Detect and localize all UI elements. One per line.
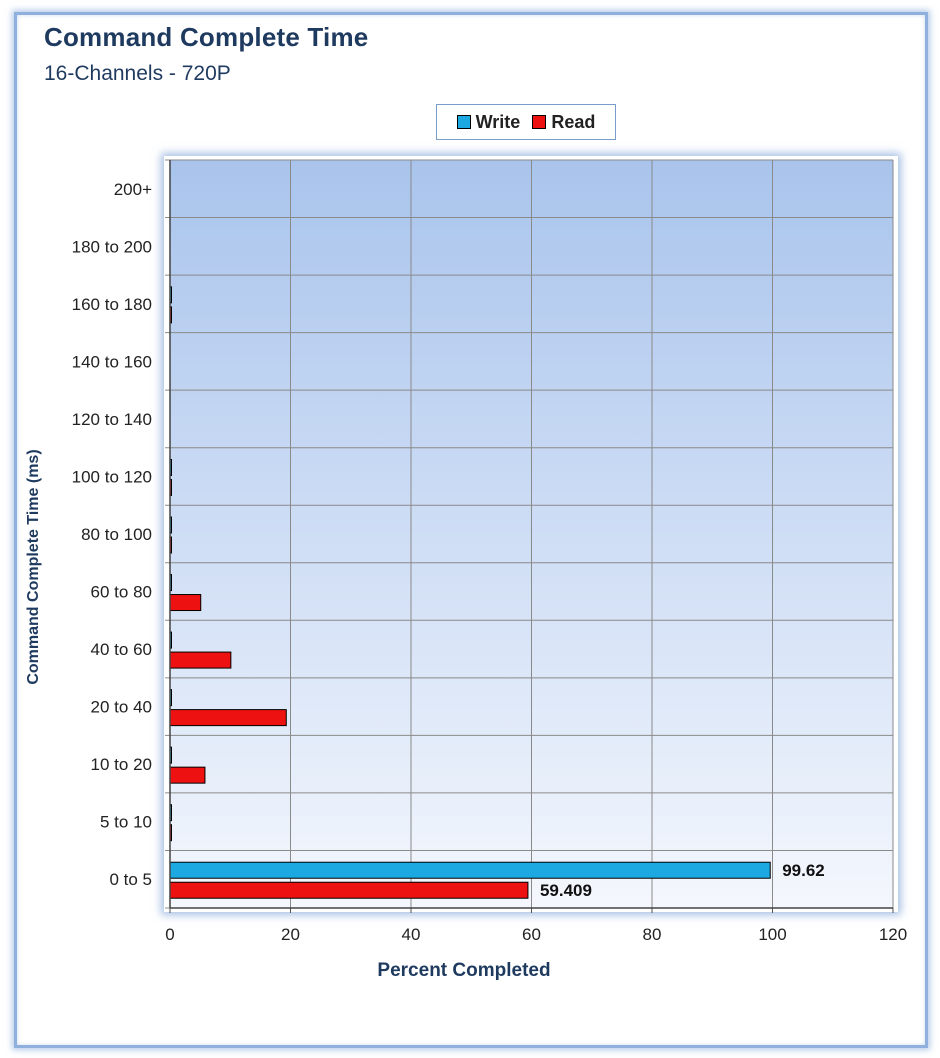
x-tick-label: 20 <box>281 925 300 944</box>
x-tick-label: 60 <box>522 925 541 944</box>
legend-label-read: Read <box>551 111 596 132</box>
axes <box>169 160 894 913</box>
x-tick-label: 40 <box>402 925 421 944</box>
bar-write-1 <box>169 861 771 879</box>
bar-read-1 <box>169 881 529 899</box>
y-axis-title: Command Complete Time (ms) <box>25 449 42 685</box>
bar-read-6 <box>169 594 202 612</box>
y-tick-label: 60 to 80 <box>91 583 152 602</box>
bar-read-5 <box>169 651 232 669</box>
y-tick-label: 10 to 20 <box>91 755 152 774</box>
y-tick-label: 200+ <box>114 180 152 199</box>
legend-item-read: Read <box>532 112 595 133</box>
chart-title: Command Complete Time <box>44 22 369 52</box>
y-tick-label: 5 to 10 <box>100 813 152 832</box>
y-tick-label: 140 to 160 <box>72 352 152 371</box>
x-axis-title: Percent Completed <box>377 960 551 981</box>
bar-read-4 <box>169 709 287 727</box>
y-tick-label: 160 to 180 <box>72 295 152 314</box>
legend-label-write: Write <box>475 111 521 132</box>
legend-swatch-read <box>532 115 547 129</box>
y-tick-label: 180 to 200 <box>72 237 152 256</box>
data-label-write: 99.62 <box>782 861 825 880</box>
x-tick-label: 0 <box>165 925 174 944</box>
chart-subtitle: 16-Channels - 720P <box>44 62 231 85</box>
data-label-read: 59.409 <box>540 881 592 900</box>
x-tick-label: 80 <box>643 925 662 944</box>
y-tick-label: 40 to 60 <box>91 640 152 659</box>
y-tick-label: 80 to 100 <box>81 525 152 544</box>
labels: 0 20 40 60 80 100 120 0 to 5 5 to 10 10 to 20 20 t… <box>72 180 908 944</box>
y-tick-label: 20 to 40 <box>91 698 152 717</box>
x-tick-label: 120 <box>879 925 907 944</box>
bar-read-3 <box>169 766 206 784</box>
legend-swatch-write <box>456 115 471 129</box>
x-tick-label: 100 <box>758 925 786 944</box>
legend-item-write: Write <box>456 111 521 133</box>
y-tick-label: 120 to 140 <box>72 410 152 429</box>
y-tick-label: 0 to 5 <box>109 870 152 889</box>
chart-legend: Write Read <box>436 104 616 140</box>
y-tick-label: 100 to 120 <box>72 467 152 486</box>
